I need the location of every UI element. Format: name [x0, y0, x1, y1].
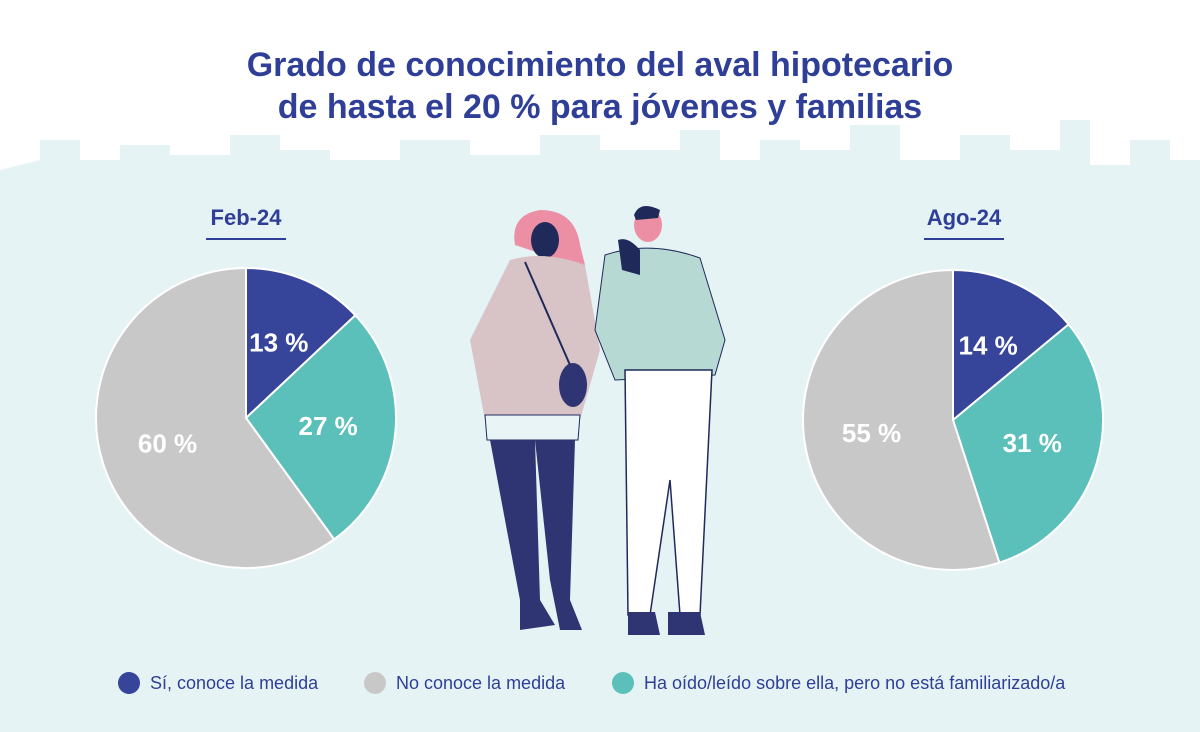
period-text: Ago-24 [926, 205, 1002, 230]
couple-illustration [470, 206, 726, 635]
title-line-1: Grado de conocimiento del aval hipotecar… [246, 46, 954, 84]
pie-slice-label: 27 % [299, 411, 358, 441]
woman-leg-left [490, 440, 555, 630]
skyline-shape [0, 120, 1200, 732]
period-label-ago-24: Ago-24 [894, 205, 1034, 240]
legend-swatch [364, 672, 386, 694]
pie-slice-label: 55 % [842, 418, 901, 448]
chart-title: Grado de conocimiento del aval hipotecar… [0, 44, 1200, 128]
man-shoe-left [628, 612, 660, 635]
woman-bag [559, 363, 587, 407]
pie-slice [952, 268, 1070, 423]
man-hand-on-shoulder [618, 239, 640, 275]
pie-slice [802, 268, 1001, 571]
woman-head [531, 222, 559, 258]
pie-slice-label: 14 % [958, 330, 1017, 360]
man-shoe-right [668, 612, 705, 635]
legend-swatch [612, 672, 634, 694]
legend-label: No conoce la medida [396, 672, 566, 693]
woman-shorts [484, 414, 581, 441]
legend-item-no: No conoce la medida [364, 668, 565, 698]
pie-slice-label: 31 % [1003, 428, 1062, 458]
legend-label: Ha oído/leído sobre ella, pero no está f… [644, 672, 1066, 693]
period-label-feb-24: Feb-24 [176, 205, 316, 240]
woman-bag-strap [524, 261, 571, 366]
man-hair [634, 206, 660, 220]
period-underline [206, 238, 286, 240]
woman-leg-right [535, 440, 582, 630]
pie-slice-label: 13 % [249, 327, 308, 357]
pie-slice [244, 313, 397, 541]
legend-swatch [118, 672, 140, 694]
pie-slice [95, 266, 336, 569]
pie-slice [951, 322, 1104, 564]
period-text: Feb-24 [210, 205, 282, 230]
pie-slice-label: 60 % [138, 428, 197, 458]
title-line-2: de hasta el 20 % para jóvenes y familias [277, 88, 923, 126]
legend-item-heard: Ha oído/leído sobre ella, pero no está f… [612, 668, 1065, 698]
legend-label: Sí, conoce la medida [150, 672, 319, 693]
legend-item-yes: Sí, conoce la medida [118, 668, 318, 698]
legend: Sí, conoce la medida No conoce la medida… [0, 668, 1200, 698]
pie-slice [245, 266, 357, 421]
period-underline [924, 238, 1004, 240]
